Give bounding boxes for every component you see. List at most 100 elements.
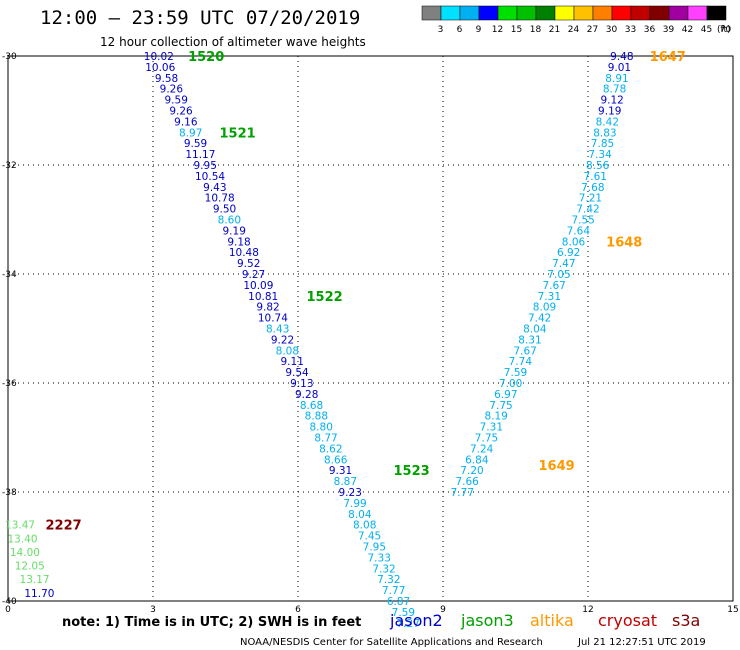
wave-height-point: 10.81 [248,291,278,303]
wave-height-point: 8.08 [353,520,376,532]
wave-height-point: 8.04 [348,509,372,521]
legend-swatch [459,5,480,21]
legend-swatch-label: 6 [457,25,463,35]
legend-swatch [649,5,670,21]
wave-height-point: 7.68 [581,182,604,194]
wave-height-point: 8.62 [319,443,342,455]
wave-height-point: 7.75 [475,433,498,445]
grid-lines [8,56,733,601]
wave-height-point: 9.22 [271,334,294,346]
legend-swatch [630,5,651,21]
legend-unit: (ft) [717,25,731,35]
wave-height-point: 8.31 [518,334,541,346]
wave-height-point: 8.97 [179,127,202,139]
x-tick-labels: 0 3 6 9 12 15 [5,605,739,615]
legend-swatch-label: 24 [568,25,580,35]
x-tick-label: 0 [5,605,11,615]
wave-height-point: 10.54 [195,171,225,183]
pass-label: 1648 [606,235,642,250]
wave-height-point: 8.66 [324,454,348,466]
wave-height-point: 10.09 [243,280,273,292]
wave-height-point: 9.54 [285,367,309,379]
wave-height-point: 10.48 [229,247,259,259]
legend-swatch-label: 3 [438,25,444,35]
wave-height-point: 7.61 [584,171,607,183]
wave-height-point: 7.31 [538,291,561,303]
satellite-legend-item: s3a [672,611,700,630]
x-tick-label: 12 [582,605,593,615]
wave-height-point: 9.18 [227,236,250,248]
pass-label: 1647 [650,50,686,65]
wave-height-point: 9.11 [281,356,304,368]
wave-height-point: 9.52 [237,258,260,270]
wave-height-point: 8.19 [484,411,507,423]
wave-height-point: 9.12 [600,95,623,107]
legend-swatch-label: 42 [682,25,693,35]
wave-height-point: 7.64 [567,225,591,237]
wave-height-point: 8.80 [310,422,333,434]
wave-height-point: 7.66 [455,476,479,488]
legend-swatch-label: 36 [644,25,656,35]
wave-height-point: 9.13 [290,378,313,390]
legend-swatch [668,5,689,21]
wave-height-point: 7.47 [552,258,575,270]
wave-height-point: 9.82 [256,302,279,314]
wave-height-point: 8.77 [314,433,337,445]
wave-height-point: 13.40 [7,533,37,545]
y-tick-label: -38 [2,488,17,498]
wave-height-point: 7.33 [368,552,391,564]
chart-title: 12:00 – 23:59 UTC 07/20/2019 [40,7,360,29]
legend-swatch-label: 70 [720,25,732,35]
pass-label: 1521 [219,126,255,141]
legend-swatch [573,5,594,21]
pass-label: 1522 [306,290,342,305]
wave-height-point: 9.58 [155,73,178,85]
wave-height-point: 7.75 [489,400,512,412]
x-tick-label: 9 [440,605,446,615]
wave-height-point: 12.05 [15,561,45,573]
wave-height-point: 13.47 [5,520,35,532]
footer-note: note: 1) Time is in UTC; 2) SWH is in fe… [62,615,361,630]
legend-color-scale: 3 6 9 12 15 18 21 24 27 30 33 36 39 42 45 70(ft) [421,5,732,35]
wave-height-point: 7.85 [591,138,614,150]
x-tick-label: 15 [727,605,738,615]
wave-height-point: 8.09 [533,302,556,314]
legend-swatch-label: 9 [476,25,482,35]
wave-height-point: 8.60 [218,215,241,227]
wave-height-point: 8.42 [596,116,619,128]
legend-swatch-label: 30 [606,25,618,35]
wave-height-point: 9.19 [598,106,621,118]
legend-swatch [554,5,575,21]
wave-height-point: 10.74 [258,313,288,325]
wave-height-point: 8.83 [593,127,616,139]
wave-height-point: 7.32 [377,574,400,586]
wave-height-point: 10.02 [144,51,174,63]
legend-swatch-label: 12 [492,25,503,35]
wave-height-point: 9.28 [295,389,318,401]
wave-height-point: 7.34 [588,149,612,161]
wave-height-point: 6.87 [387,596,410,608]
wave-height-point: 8.68 [300,400,323,412]
y-tick-label: -34 [2,270,17,280]
wave-height-point: 7.99 [343,498,366,510]
legend-swatch-label: 18 [530,25,542,35]
wave-height-point: 9.19 [223,225,246,237]
legend-swatch-label: 27 [587,25,598,35]
legend-swatch [535,5,556,21]
wave-height-point: 9.59 [165,95,188,107]
wave-height-point: 8.88 [305,411,328,423]
pass-label: 1649 [538,459,574,474]
legend-swatch [687,5,708,21]
wave-height-point: 7.59 [392,607,415,619]
wave-height-point: 6.92 [557,247,580,259]
wave-height-point: 7.32 [372,563,395,575]
wave-height-point: 9.59 [184,138,207,150]
wave-height-point: 7.45 [358,531,381,543]
footer-timestamp: Jul 21 12:27:51 UTC 2019 [577,637,706,648]
pass-label: 2227 [45,519,81,534]
wave-height-point: 7.67 [513,345,536,357]
wave-height-point: 11.70 [24,588,54,600]
wave-height-point: 7.20 [460,465,483,477]
legend-swatch-label: 39 [663,25,675,35]
